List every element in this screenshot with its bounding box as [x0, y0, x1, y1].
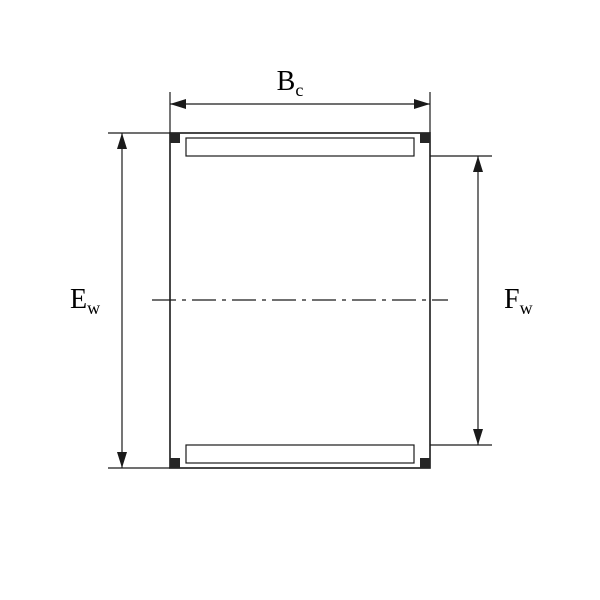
corner-block [170, 458, 180, 468]
corner-block [420, 458, 430, 468]
corner-block [420, 133, 430, 143]
bearing-dimension-diagram: BcEwFw [0, 0, 600, 600]
corner-block [170, 133, 180, 143]
